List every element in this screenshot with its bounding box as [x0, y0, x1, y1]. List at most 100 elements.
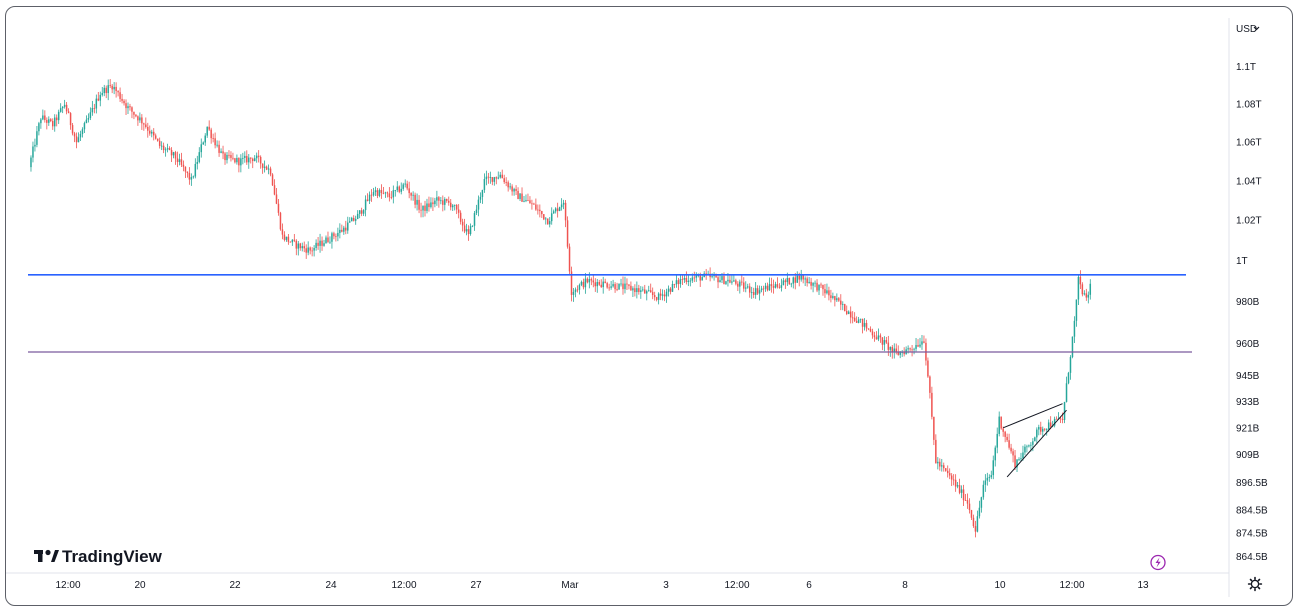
candle-body: [352, 217, 355, 221]
candle-body: [420, 209, 422, 211]
candle-body: [168, 148, 171, 150]
time-tick-label: 3: [663, 580, 669, 591]
settings-button[interactable]: [1247, 576, 1263, 592]
candle-body: [558, 207, 561, 212]
candle-body: [424, 205, 426, 211]
tradingview-logo[interactable]: TradingView: [34, 547, 163, 566]
candle-body: [372, 192, 375, 196]
candle-body: [75, 136, 78, 143]
candle-body: [729, 279, 731, 283]
candle-body: [398, 186, 401, 192]
candle-body: [384, 192, 387, 194]
candle-body: [1055, 418, 1058, 420]
candle-body: [554, 208, 557, 212]
candle-body: [642, 289, 644, 291]
candle-body: [335, 236, 337, 238]
candle-body: [1069, 357, 1072, 373]
candle-body: [941, 465, 943, 467]
candle-body: [610, 286, 612, 288]
lower-trendline[interactable]: [1006, 409, 1067, 478]
candle-body: [735, 280, 737, 284]
candle-body: [366, 199, 369, 201]
candle-body: [725, 281, 727, 284]
candle-body: [180, 159, 183, 165]
candle-body: [374, 190, 377, 193]
chevron-down-icon: [1253, 26, 1260, 31]
candle-body: [655, 297, 658, 300]
candle-body: [164, 149, 167, 151]
candle-body: [762, 288, 765, 290]
candle-body: [244, 155, 246, 158]
candle-body: [564, 202, 567, 221]
candle-body: [590, 279, 593, 281]
candle-body: [321, 240, 323, 246]
candle-body: [956, 485, 959, 487]
candle-body: [257, 155, 260, 157]
candle-body: [113, 86, 115, 90]
candle-body: [1040, 426, 1042, 432]
candle-body: [277, 203, 280, 213]
candle-body: [533, 203, 535, 205]
price-axis[interactable]: 1.1T 1.08T 1.06T 1.04T 1.02T 1T 980B 960B 945B 93…: [1236, 62, 1268, 563]
candle-body: [782, 280, 785, 286]
candle-body: [1049, 422, 1052, 427]
upper-trendline[interactable]: [1002, 403, 1063, 429]
candle-body: [628, 284, 630, 286]
currency-selector[interactable]: USD: [1236, 24, 1260, 35]
candle-body: [267, 168, 270, 170]
candle-body: [416, 199, 418, 205]
candle-body: [234, 158, 236, 163]
lightning-button[interactable]: [1150, 554, 1166, 571]
candle-body: [176, 158, 179, 163]
candle-body: [61, 106, 64, 109]
candle-body: [669, 288, 672, 292]
candle-body: [172, 152, 175, 156]
candle-body: [679, 279, 682, 285]
candle-body: [758, 290, 761, 294]
candle-body: [903, 352, 905, 355]
candle-body: [741, 281, 743, 283]
candle-body: [459, 212, 462, 222]
candle-body: [845, 311, 848, 315]
candle-body: [1087, 294, 1090, 298]
candle-body: [242, 157, 244, 159]
candle-body: [1079, 276, 1082, 285]
candle-body: [897, 352, 899, 355]
candle-body: [1081, 284, 1084, 295]
candle-body: [151, 131, 153, 134]
candle-body: [34, 144, 36, 147]
price-tick-label: 864.5B: [1236, 552, 1268, 563]
candle-body: [683, 277, 686, 280]
candle-body: [331, 233, 333, 242]
candle-body: [238, 157, 240, 166]
candle-body: [206, 126, 208, 136]
candle-body: [849, 311, 852, 318]
candle-body: [830, 295, 832, 298]
candle-body: [800, 275, 802, 280]
candle-body: [455, 204, 458, 210]
candle-body: [875, 337, 878, 340]
candle-body: [400, 188, 402, 192]
candle-body: [721, 276, 723, 281]
candle-body: [899, 352, 901, 355]
candle-body: [212, 138, 214, 139]
candle-body: [46, 120, 48, 123]
time-axis[interactable]: 12:00 20 22 24 12:00 27 Mar 3 12:00 6 8 10 12:00 13: [55, 580, 1149, 591]
candle-body: [523, 200, 525, 202]
candle-body: [693, 277, 696, 279]
candle-body: [750, 292, 753, 293]
candle-body: [677, 280, 680, 285]
candle-body: [44, 115, 46, 121]
time-tick-label: 12:00: [724, 580, 749, 591]
candle-body: [608, 287, 610, 289]
candle-body: [857, 319, 860, 323]
candles-group: [30, 79, 1092, 538]
candle-body: [701, 277, 703, 281]
candle-body: [186, 171, 189, 173]
candle-body: [754, 288, 757, 295]
candle-body: [796, 275, 798, 283]
candle-body: [325, 237, 327, 244]
candle-body: [689, 280, 692, 282]
candle-body: [822, 285, 824, 290]
